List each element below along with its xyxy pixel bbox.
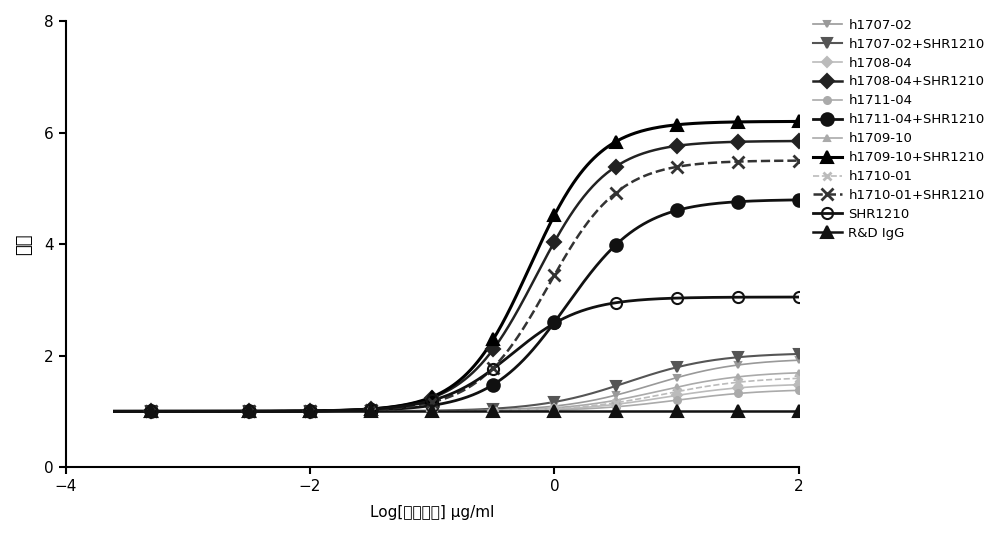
- Y-axis label: 倍数: 倍数: [15, 233, 33, 255]
- Legend: h1707-02, h1707-02+SHR1210, h1708-04, h1708-04+SHR1210, h1711-04, h1711-04+SHR12: h1707-02, h1707-02+SHR1210, h1708-04, h1…: [813, 19, 985, 240]
- X-axis label: Log[抗体浓度] μg/ml: Log[抗体浓度] μg/ml: [370, 505, 494, 520]
